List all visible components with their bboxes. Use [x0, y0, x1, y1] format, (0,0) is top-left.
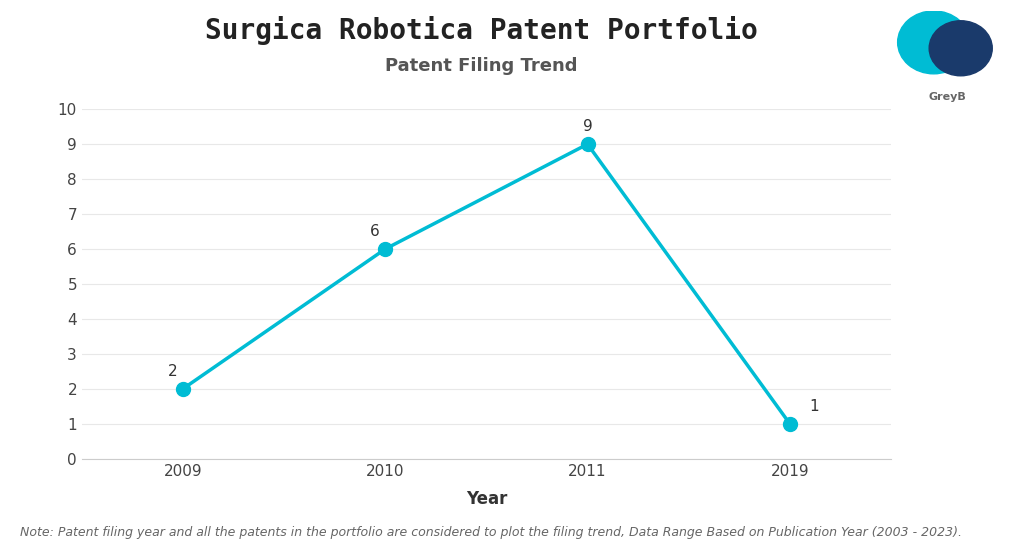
Text: 9: 9: [583, 120, 593, 134]
Text: 6: 6: [371, 224, 380, 239]
X-axis label: Year: Year: [466, 490, 507, 508]
Text: Surgica Robotica Patent Portfolio: Surgica Robotica Patent Portfolio: [205, 16, 758, 45]
Text: Patent Filing Trend: Patent Filing Trend: [385, 57, 578, 75]
Text: 1: 1: [809, 399, 819, 414]
Circle shape: [898, 11, 970, 74]
Text: Note: Patent filing year and all the patents in the portfolio are considered to : Note: Patent filing year and all the pat…: [20, 526, 963, 539]
Text: 2: 2: [168, 364, 178, 379]
Text: GreyB: GreyB: [929, 92, 966, 102]
Circle shape: [929, 21, 992, 76]
